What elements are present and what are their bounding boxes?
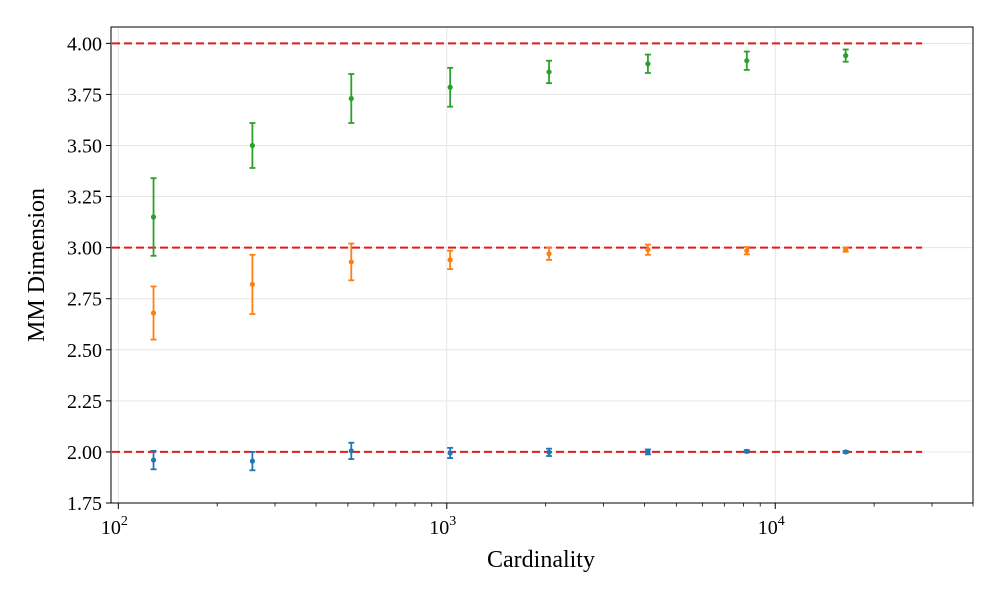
data-point xyxy=(843,449,849,455)
data-point xyxy=(744,448,750,454)
series-0 xyxy=(150,441,849,472)
series-1 xyxy=(150,242,849,341)
data-point xyxy=(447,450,453,456)
data-point xyxy=(447,84,453,90)
reference-lines xyxy=(112,42,923,453)
y-tick-label: 1.75 xyxy=(67,493,102,515)
data-point xyxy=(249,458,256,464)
y-axis-label: MM Dimension xyxy=(24,188,50,342)
y-tick-label: 2.25 xyxy=(67,391,102,413)
data-point xyxy=(843,53,849,59)
data-point xyxy=(150,214,157,220)
data-point xyxy=(150,457,157,463)
y-tick-label: 4.00 xyxy=(67,33,102,55)
x-axis-label: Cardinality xyxy=(487,547,595,573)
data-point xyxy=(249,142,256,149)
x-tick-label: 104 xyxy=(758,514,785,539)
data-point xyxy=(249,281,256,288)
data-point xyxy=(447,257,453,263)
data-point xyxy=(348,448,354,454)
data-point xyxy=(150,310,157,316)
data-point xyxy=(645,449,651,455)
data-point xyxy=(546,251,552,257)
data-point xyxy=(546,69,552,75)
y-tick-label: 2.50 xyxy=(67,340,102,362)
y-tick-label: 3.25 xyxy=(67,187,102,209)
data-point xyxy=(645,61,651,67)
y-tick-label: 3.50 xyxy=(67,135,102,157)
y-tick-label: 2.75 xyxy=(67,289,102,311)
data-point xyxy=(546,449,552,455)
y-axis-ticks: 1.75 2.00 2.25 2.50 2.75 3.00 3.25 3.50 3.75 4.00 xyxy=(67,33,111,515)
data-point xyxy=(348,95,354,102)
x-tick-label: 102 xyxy=(101,514,128,539)
data-point xyxy=(744,248,750,254)
data-series xyxy=(150,48,849,472)
data-point xyxy=(843,247,849,253)
plot-frame xyxy=(110,26,974,504)
series-2 xyxy=(150,48,849,257)
y-tick-label: 3.00 xyxy=(67,238,102,260)
x-axis-ticks: 102 103 104 xyxy=(101,503,974,539)
data-point xyxy=(645,247,651,253)
data-point xyxy=(348,259,354,265)
y-tick-label: 2.00 xyxy=(67,442,102,464)
data-point xyxy=(744,58,750,64)
x-tick-label: 103 xyxy=(429,514,456,539)
grid xyxy=(111,27,973,504)
y-tick-label: 3.75 xyxy=(67,84,102,106)
